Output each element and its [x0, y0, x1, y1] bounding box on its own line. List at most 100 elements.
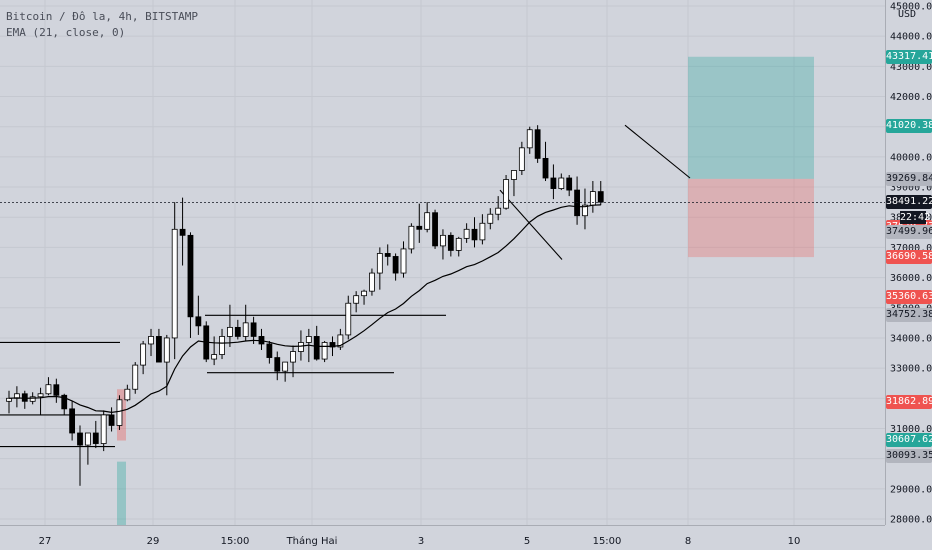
candle-down [574, 189, 580, 217]
candle-down [77, 432, 83, 446]
price-tick-label: 37000.00 [890, 243, 932, 254]
candle-up [85, 432, 91, 446]
candle-down [550, 177, 557, 189]
candle-down [392, 256, 399, 274]
candle-up [305, 336, 312, 343]
candle-up [211, 354, 218, 360]
candle-down [597, 191, 604, 203]
time-axis[interactable]: 27 29 15:00 Tháng Hai 3 5 15:00 8 10 [39, 535, 801, 547]
price-tick-label: 44000.00 [890, 32, 932, 43]
candle-down [384, 253, 391, 257]
candle-down [156, 336, 162, 363]
candle-up [45, 384, 52, 395]
candle-down [542, 157, 549, 179]
candle-down [53, 384, 60, 396]
time-tick-label: 3 [418, 536, 424, 547]
candle-up [589, 191, 596, 206]
candle-up [132, 364, 139, 390]
candle-up [124, 388, 131, 401]
grid-lines [0, 0, 885, 525]
candle-up [163, 337, 170, 363]
price-label: 30093.35 [886, 448, 932, 463]
candle-up [424, 212, 431, 230]
candle-up [148, 336, 154, 345]
price-tick-label: 28000.00 [890, 515, 932, 526]
candle-up [440, 234, 446, 247]
price-tick-label: 29000.00 [890, 484, 932, 495]
price-tick-label: 31000.00 [890, 424, 932, 435]
candle-down [447, 234, 454, 251]
long-position-tool[interactable] [117, 56, 814, 525]
candle-down [61, 394, 68, 410]
candle-up [463, 228, 470, 239]
candle-down [69, 408, 76, 434]
candle-up [376, 253, 383, 274]
candle-up [400, 248, 407, 274]
candle-down [432, 212, 438, 247]
candle-up [487, 213, 494, 224]
price-label: 43317.41 [886, 49, 932, 64]
chart-legend: Bitcoin / Đô la, 4h, BITSTAMP EMA (21, c… [6, 9, 198, 41]
trend-line [624, 124, 691, 179]
time-tick-label: 8 [685, 536, 691, 547]
candle-up [353, 295, 360, 304]
price-label: 35360.63 [886, 289, 932, 304]
price-tick-label: 45000.00 [890, 2, 932, 13]
candle-up [518, 147, 525, 171]
candle-up [345, 302, 352, 336]
candle-up [37, 393, 44, 398]
candle-up [282, 361, 289, 372]
candle-up [140, 343, 147, 366]
candle-up [242, 322, 249, 337]
price-label: 34752.38 [886, 308, 932, 323]
candle-down [313, 336, 320, 360]
candle-up [495, 207, 502, 215]
candle-up [511, 170, 517, 180]
price-tick-label: 36000.00 [890, 273, 932, 284]
candle-down [534, 129, 541, 159]
price-label: 36690.58 [886, 249, 932, 264]
ema-line [8, 204, 601, 414]
candle-down [179, 228, 186, 236]
candle-down [471, 228, 478, 241]
time-tick-label: Tháng Hai [286, 535, 338, 547]
candle-up [298, 342, 304, 352]
price-label: 38491.22 [886, 195, 932, 210]
candle-down [21, 393, 28, 402]
ema-indicator-label[interactable]: EMA (21, close, 0) [6, 26, 126, 39]
price-label: 30607.62 [886, 433, 932, 448]
candle-down [266, 343, 273, 358]
symbol-title[interactable]: Bitcoin / Đô la, 4h, BITSTAMP [6, 10, 199, 23]
time-tick-label: 5 [524, 536, 530, 547]
countdown-label: 22:42 [900, 211, 931, 224]
price-label: 37499.96 [886, 225, 932, 240]
price-tick-label: 34000.00 [890, 333, 932, 344]
candle-up [558, 177, 565, 189]
candle-up [526, 129, 533, 149]
candle-up [479, 222, 486, 241]
price-tick-label: 42000.00 [890, 92, 932, 103]
candle-up [361, 290, 367, 297]
candle-up [100, 414, 107, 444]
time-tick-label: 10 [788, 536, 801, 547]
candle-down [566, 177, 573, 191]
candle-up [29, 396, 36, 402]
price-tick-label: 40000.00 [890, 152, 932, 163]
price-tick-label: 39000.00 [890, 183, 932, 194]
candle-up [227, 326, 233, 337]
candle-up [369, 272, 375, 292]
candle-up [408, 225, 415, 250]
price-label: 41020.38 [886, 119, 932, 134]
price-label: 31862.89 [886, 395, 932, 410]
price-tick-label: 43000.00 [890, 62, 932, 73]
stop-zone [688, 178, 814, 258]
candle-down [92, 432, 99, 444]
candlestick-series [6, 125, 604, 486]
candle-down [187, 234, 194, 318]
candle-down [416, 225, 423, 230]
candle-up [116, 399, 123, 426]
candle-down [274, 357, 281, 372]
time-tick-label: 27 [39, 536, 52, 547]
time-tick-label: 29 [147, 536, 160, 547]
